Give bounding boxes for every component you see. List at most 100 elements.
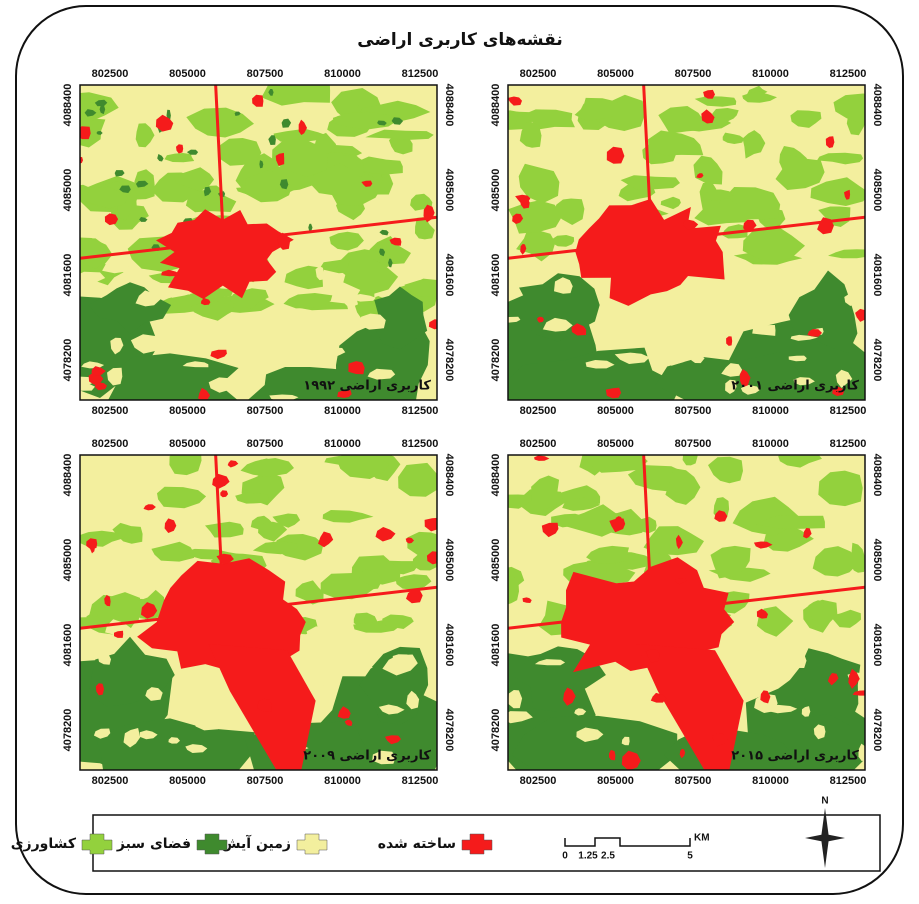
fallow-patch xyxy=(793,377,815,386)
fallow-patch xyxy=(574,708,587,716)
fallow-patch xyxy=(518,643,546,651)
green-space-patch xyxy=(379,229,389,236)
fallow-patch xyxy=(725,379,737,394)
fallow-patch xyxy=(193,719,226,731)
y-tick-label: 4078200 xyxy=(490,709,502,752)
fallow-patch xyxy=(835,369,853,388)
agriculture-patch xyxy=(833,93,865,126)
legend-swatch xyxy=(196,833,228,855)
x-tick-label: 807500 xyxy=(675,438,712,450)
fallow-patch xyxy=(858,743,865,761)
fallow-patch xyxy=(93,728,111,739)
built-up-patch xyxy=(827,673,839,686)
agriculture-patch xyxy=(818,206,851,227)
y-tick-label: 4085000 xyxy=(490,539,502,582)
map-frame xyxy=(507,454,866,771)
fallow-patch xyxy=(97,653,111,665)
y-tick-label: 4088400 xyxy=(443,454,455,497)
built-up-patch xyxy=(216,553,234,565)
built-up-patch xyxy=(701,109,715,124)
scale-bar-label: 2.5 xyxy=(601,851,615,862)
x-tick-label: 807500 xyxy=(675,68,712,80)
green-space-patch xyxy=(135,180,149,188)
scale-bar-line xyxy=(564,837,691,847)
fallow-patch xyxy=(331,347,346,357)
agriculture-patch xyxy=(382,614,414,629)
x-tick-label: 810000 xyxy=(752,405,789,417)
fallow-patch xyxy=(229,375,256,384)
built-up-patch xyxy=(520,196,530,209)
fallow-patch xyxy=(754,693,778,713)
green-space-patch xyxy=(99,104,106,115)
agriculture-patch xyxy=(574,97,620,121)
fallow-patch xyxy=(339,661,373,675)
agriculture-patch xyxy=(273,128,327,142)
x-tick-label: 802500 xyxy=(92,438,129,450)
fallow-patch xyxy=(145,687,163,701)
fallow-patch xyxy=(740,384,760,395)
fallow-patch xyxy=(306,338,320,348)
built-up-patch xyxy=(375,527,396,542)
green-space-patch xyxy=(157,154,164,162)
fallow-patch xyxy=(406,690,420,710)
built-up-patch xyxy=(95,382,107,391)
agriculture-patch xyxy=(157,486,207,509)
fallow-patch xyxy=(349,294,376,302)
x-tick-label: 805000 xyxy=(597,775,634,787)
built-up-patch xyxy=(298,119,307,135)
fallow-patch xyxy=(700,285,717,292)
panel-label: کاربری اراضی ۲۰۰۹ xyxy=(303,749,431,764)
built-up-patch xyxy=(143,504,156,511)
agriculture-patch xyxy=(164,153,195,163)
built-up-patch xyxy=(621,750,641,770)
built-up-patch xyxy=(852,690,865,696)
fallow-patch xyxy=(222,337,250,351)
fallow-patch xyxy=(107,367,123,386)
agriculture-patch xyxy=(710,545,751,579)
built-up-patch xyxy=(275,152,285,166)
y-tick-label: 4088400 xyxy=(490,454,502,497)
panel-label: کاربری اراضی ۱۹۹۲ xyxy=(303,379,431,394)
fallow-patch xyxy=(334,646,349,665)
x-tick-label: 812500 xyxy=(402,68,439,80)
built-up-area xyxy=(156,209,294,299)
built-up-patch xyxy=(679,748,686,759)
built-up-patch xyxy=(227,460,239,468)
agriculture-patch xyxy=(682,455,698,466)
y-tick-label: 4078200 xyxy=(490,339,502,382)
built-up-patch xyxy=(675,534,683,550)
fallow-patch xyxy=(726,257,738,276)
x-tick-label: 812500 xyxy=(402,438,439,450)
fallow-patch xyxy=(717,313,730,331)
built-up-patch xyxy=(141,602,158,619)
agriculture-patch xyxy=(808,600,824,621)
y-tick-label: 4085000 xyxy=(443,169,455,212)
agriculture-patch xyxy=(261,85,331,106)
built-up-patch xyxy=(825,136,835,148)
fallow-patch xyxy=(367,368,396,380)
y-tick-label: 4081600 xyxy=(443,254,455,297)
legend-swatch xyxy=(81,833,113,855)
built-up-patch xyxy=(344,719,353,726)
built-up-patch xyxy=(832,386,845,397)
x-tick-label: 810000 xyxy=(324,68,361,80)
fallow-patch xyxy=(135,290,161,307)
agriculture-patch xyxy=(818,470,863,507)
map-panel: کاربری اراضی ۲۰۰۱ 802500 802500 805000 80500… xyxy=(490,68,883,417)
agriculture-patch xyxy=(756,515,825,529)
built-up-patch xyxy=(844,189,851,200)
y-tick-label: 4078200 xyxy=(443,339,455,382)
built-up-patch xyxy=(104,594,111,607)
fallow-patch xyxy=(382,654,418,676)
agriculture-patch xyxy=(169,455,202,476)
agriculture-patch xyxy=(722,132,745,144)
agriculture-patch xyxy=(708,456,743,484)
x-tick-label: 805000 xyxy=(597,405,634,417)
agriculture-patch xyxy=(80,116,106,148)
fallow-patch xyxy=(346,634,374,644)
x-tick-label: 807500 xyxy=(247,68,284,80)
built-up-patch xyxy=(426,551,437,565)
green-space-patch xyxy=(186,149,199,155)
agriculture-patch xyxy=(812,546,860,577)
scale-bar-label: 5 xyxy=(687,851,693,862)
